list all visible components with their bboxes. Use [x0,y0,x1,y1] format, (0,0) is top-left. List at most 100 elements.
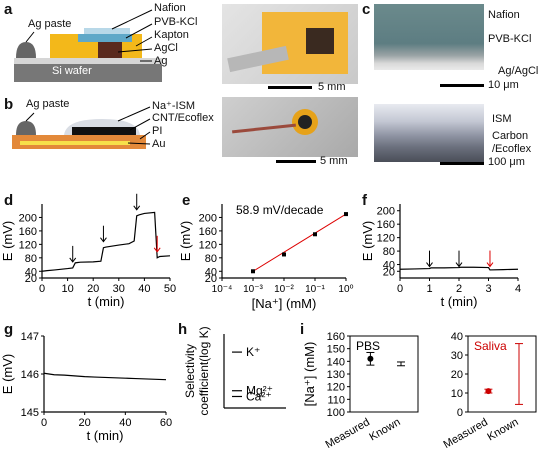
f-x-tick-label: 1 [426,283,432,295]
e-data-point [344,212,348,217]
f-arrowhead [426,262,433,268]
e-data-point [251,269,255,274]
panel-b-schematic [12,106,151,149]
d-y-tick-label: 160 [19,226,37,238]
i-category-label: Known [485,416,520,443]
label-ag-paste-b: Ag paste [26,98,70,110]
label-si-wafer-a: Si wafer [52,65,92,77]
f-series-line [399,266,519,271]
e-y-tick-label: 40 [205,266,217,278]
panel-label-a: a [4,1,13,18]
label-nafion-c: Nafion [488,9,520,21]
label-pvb-kcl-c: PVB-KCl [488,33,532,45]
scale-bar-b [276,160,316,163]
d-arrowhead [133,205,141,211]
pvb-kcl-layer [78,34,132,42]
g-x-label: t (min) [87,428,124,443]
f-x-label: t (min) [441,294,478,309]
f-y-tick-label: 160 [377,219,395,231]
d-y-tick-label: 120 [19,239,37,251]
i-data-point [367,355,374,362]
h-category-label: K⁺ [246,345,260,359]
scale-bar-c-bottom [440,162,484,165]
d-x-tick-label: 0 [39,283,45,295]
f-x-tick-label: 0 [397,283,403,295]
i-y-tick-label: 140 [327,356,345,368]
label-ag-agcl-c: Ag/AgCl [498,65,539,77]
i-y-tick-label: 160 [327,331,345,343]
e-y-tick-label: 20 [205,273,217,285]
e-y-label: E (mV) [178,221,193,261]
h-category-label: Mg²⁺ [246,384,273,398]
e-x-tick-label: 10⁰ [338,284,353,295]
label-carbon-c: Carbon [492,130,529,142]
d-y-tick-label: 200 [19,212,37,224]
ag-paste-drop [16,42,36,58]
panel-label-i: i [300,321,305,338]
g-y-label: E (mV) [0,354,15,394]
e-data-point [313,232,317,237]
f-y-tick-label: 120 [377,233,395,245]
panel-label-h: h [178,321,188,338]
chart-h: K⁺ Mg²⁺Ca²⁺ Selectivity coefficient(log K) [183,326,286,416]
label-ism-c: ISM [492,113,512,125]
label-ag-paste-a: Ag paste [28,18,72,30]
e-y-tick-label: 200 [199,212,217,224]
g-x-tick-label: 20 [79,417,91,429]
g-x-tick-label: 0 [41,417,47,429]
label-pi-b: PI [152,125,163,137]
f-y-tick-label: 40 [383,260,395,272]
i-y-tick-label: 150 [327,344,345,356]
d-arrowhead [100,237,107,243]
d-x-tick-label: 10 [61,283,73,295]
label-ag-a: Ag [154,55,168,67]
f-arrowhead [455,262,463,268]
ag-layer [14,58,162,64]
sem-image-bottom [374,104,484,162]
i-y-tick-label: 130 [327,369,345,381]
d-y-tick-label: 20 [25,273,37,285]
scale-label-c-bottom: 100 μm [488,156,525,168]
d-y-label: E (mV) [0,221,15,261]
cnt-ecoflex-layer [72,127,136,135]
f-x-tick-label: 4 [515,283,521,295]
i-data-point [485,388,492,395]
d-arrowhead [69,257,77,263]
d-arrowhead [153,247,161,253]
panel-label-g: g [4,321,14,338]
h-category-label: Ca²⁺ [246,389,272,403]
i-y-tick-label: 20 [451,369,463,381]
scale-label-a: 5 mm [318,81,346,93]
photo-sensor-b [222,97,358,157]
chart-i: 100110120130140150160PBSMeasuredKnown010… [302,331,537,451]
d-series-line [41,211,171,272]
e-data-point [282,252,286,257]
h-y-label-line2: coefficient(log K) [197,326,211,415]
e-y-tick-label: 80 [205,253,217,265]
g-x-tick-label: 60 [160,417,172,429]
d-y-tick-label: 80 [25,253,37,265]
i-y-tick-label: 110 [327,394,345,406]
label-cnt-ecoflex-b: CNT/Ecoflex [152,112,214,124]
e-x-label: [Na⁺] (mM) [252,296,317,311]
g-y-tick-label: 147 [21,331,39,343]
d-y-tick-label: 40 [25,266,37,278]
f-y-tick-label: 200 [377,206,395,218]
label-agcl-a: AgCl [154,42,178,54]
label-ecoflex-c: /Ecoflex [492,143,532,155]
agcl-layer [98,40,122,58]
scale-bar-c-top [440,84,484,87]
label-au-b: Au [152,138,166,150]
scale-bar-a [268,86,312,89]
i-category-label: Known [367,416,402,443]
d-x-tick-label: 20 [87,283,99,295]
f-x-tick-label: 2 [456,283,462,295]
f-y-label: E (mV) [360,221,375,261]
scale-label-b: 5 mm [320,155,348,167]
si-wafer-layer [14,64,162,82]
scale-label-c-top: 10 μm [488,79,519,91]
i-y-tick-label: 40 [451,331,463,343]
